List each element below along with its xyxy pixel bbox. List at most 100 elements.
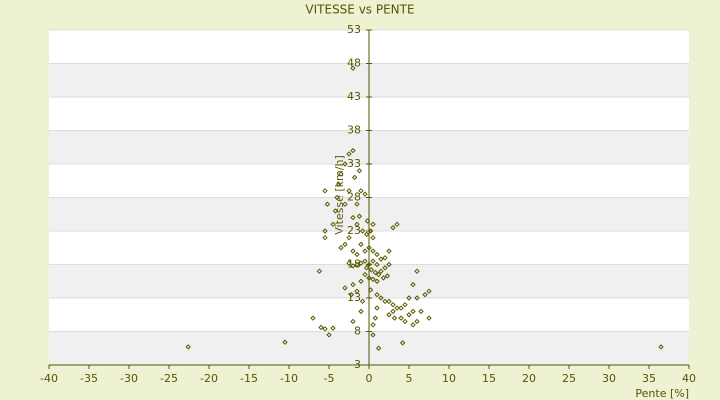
point	[402, 301, 408, 308]
point	[350, 281, 356, 288]
x-tick-label: -10	[280, 372, 298, 385]
point	[350, 263, 356, 269]
point	[346, 260, 352, 266]
point	[350, 147, 356, 154]
point	[350, 248, 356, 254]
x-tick-label: 20	[522, 372, 536, 385]
point	[414, 268, 420, 274]
point	[332, 208, 339, 214]
point	[358, 278, 364, 284]
point	[380, 275, 387, 281]
point	[390, 308, 396, 315]
x-tick-label: 15	[482, 372, 496, 385]
point	[356, 213, 363, 219]
point	[358, 260, 364, 266]
point	[330, 221, 336, 228]
point	[366, 275, 372, 281]
point	[350, 214, 356, 221]
point	[370, 332, 376, 338]
point	[382, 255, 388, 261]
y-tick-label: 13	[347, 291, 361, 304]
point	[346, 188, 352, 194]
point	[374, 305, 380, 311]
point	[322, 326, 328, 332]
x-tick-label: -25	[160, 372, 178, 385]
point	[362, 258, 368, 264]
point	[410, 281, 416, 288]
point	[426, 288, 432, 295]
y-tick-label: 53	[347, 23, 361, 36]
point	[342, 161, 348, 167]
point	[418, 308, 424, 315]
point	[359, 298, 366, 305]
x-axis-label: Pente [%]	[635, 387, 689, 400]
point	[375, 271, 382, 278]
point	[354, 288, 360, 295]
point	[390, 301, 396, 308]
point	[354, 251, 360, 258]
x-tick-label: -30	[120, 372, 138, 385]
y-tick-label: 18	[347, 258, 361, 271]
point	[342, 241, 348, 248]
point	[370, 258, 376, 264]
point	[358, 241, 364, 248]
y-tick-label: 48	[347, 57, 361, 70]
point	[316, 268, 323, 274]
x-tick-label: -20	[200, 372, 218, 385]
point	[350, 65, 356, 71]
point	[378, 268, 384, 274]
point	[363, 265, 370, 271]
x-tick-label: 30	[602, 372, 616, 385]
point	[366, 245, 372, 251]
point	[351, 174, 358, 181]
point	[658, 344, 664, 350]
point	[386, 261, 392, 268]
point	[370, 276, 376, 282]
point	[399, 340, 406, 346]
point	[370, 322, 376, 328]
point	[354, 261, 360, 268]
point	[282, 339, 288, 345]
x-tick-label: 25	[562, 372, 576, 385]
point	[372, 315, 379, 321]
point	[338, 245, 344, 251]
point	[374, 261, 380, 268]
point	[426, 315, 432, 321]
point	[375, 345, 382, 351]
x-tick-label: -35	[80, 372, 98, 385]
point	[374, 278, 380, 284]
point	[370, 234, 376, 241]
point	[359, 228, 366, 234]
point	[342, 201, 348, 207]
point	[406, 312, 412, 318]
point	[390, 224, 396, 231]
point	[410, 308, 416, 315]
point	[310, 315, 316, 321]
point	[342, 285, 348, 291]
point	[386, 248, 392, 254]
point	[391, 315, 398, 321]
chart-title: VITESSE vs PENTE	[305, 3, 414, 17]
point	[356, 167, 363, 174]
point	[358, 308, 364, 315]
point	[398, 315, 404, 321]
point	[364, 218, 371, 224]
point	[370, 221, 376, 228]
point	[322, 188, 328, 194]
x-tick-label: -5	[324, 372, 335, 385]
point	[185, 344, 191, 350]
point	[384, 273, 391, 279]
y-tick-label: 23	[347, 224, 361, 237]
y-tick-label: 43	[347, 90, 361, 103]
point	[410, 322, 416, 328]
point	[322, 234, 328, 241]
point	[374, 251, 380, 258]
point	[354, 201, 360, 207]
x-tick-label: 0	[366, 372, 373, 385]
point	[382, 265, 388, 271]
point	[322, 228, 328, 234]
point	[366, 261, 372, 268]
point	[350, 318, 356, 325]
point	[363, 231, 370, 238]
